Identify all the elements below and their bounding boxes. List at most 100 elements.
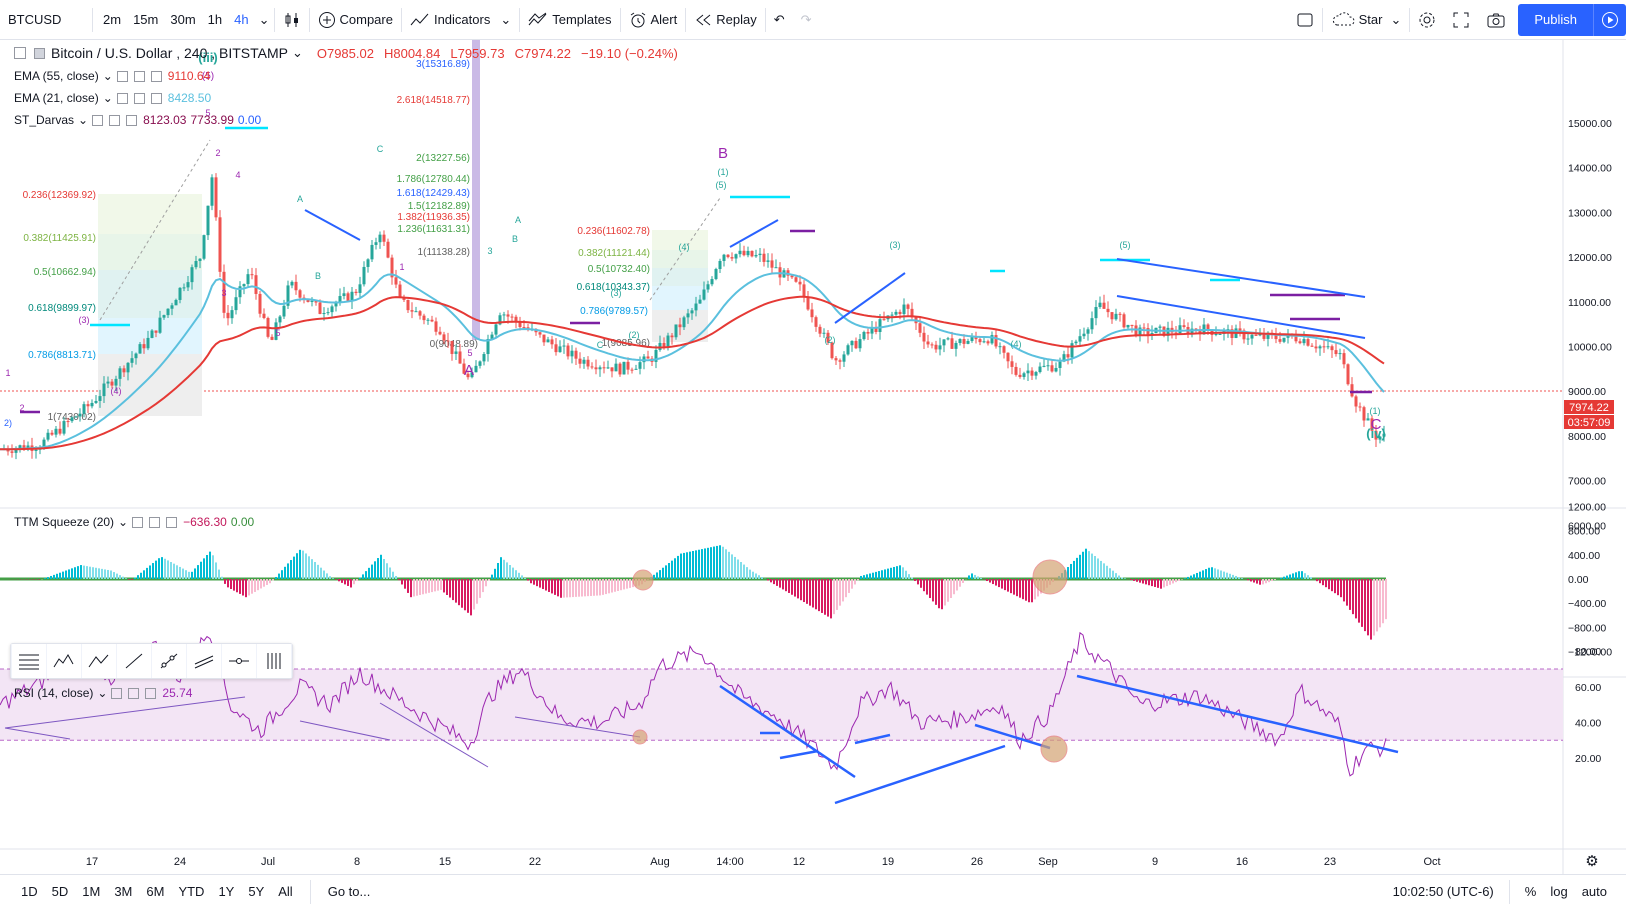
collapse-icon[interactable]: [14, 47, 26, 59]
interval-2m[interactable]: 2m: [103, 12, 122, 27]
chevron-down-icon[interactable]: ⌄: [118, 515, 129, 529]
range-1d[interactable]: 1D: [21, 884, 38, 899]
close-icon[interactable]: [150, 92, 162, 104]
ttm-bar: [860, 575, 862, 579]
vertical-lines-tool[interactable]: [257, 644, 292, 678]
horizontal-line-tool[interactable]: [222, 644, 257, 678]
chevron-down-icon[interactable]: ⌄: [291, 45, 303, 60]
range-5d[interactable]: 5D: [51, 884, 69, 899]
ttm-legend[interactable]: TTM Squeeze (20) ⌄ −636.30 0.00: [14, 515, 254, 529]
ema55-legend[interactable]: EMA (55, close) ⌄ 9110.64: [14, 69, 210, 83]
clock[interactable]: 10:02:50 (UTC-6): [1392, 884, 1494, 899]
ttm-bar: [863, 575, 865, 579]
range-1y[interactable]: 1Y: [218, 884, 235, 899]
visibility-icon[interactable]: [132, 516, 144, 528]
ttm-bar: [251, 579, 253, 594]
chevron-down-icon[interactable]: ⌄: [78, 113, 89, 127]
play-button[interactable]: [1593, 3, 1626, 36]
divider: [519, 7, 521, 32]
visibility-icon[interactable]: [92, 114, 104, 126]
elliott-impulse-tool[interactable]: [47, 644, 82, 678]
darvas-legend[interactable]: ST_Darvas ⌄ 8123.03 7733.99 0.00: [14, 113, 261, 127]
settings-icon[interactable]: [133, 70, 145, 82]
layout-button[interactable]: [1288, 0, 1322, 40]
ttm-bar: [902, 567, 904, 579]
ttm-bar: [161, 557, 163, 579]
settings-icon[interactable]: [109, 114, 121, 126]
interval-15m[interactable]: 15m: [133, 12, 159, 27]
chevron-down-icon[interactable]: ⌄: [258, 11, 270, 27]
save-layout-button[interactable]: Star ⌄: [1323, 0, 1410, 40]
ttm-bar: [287, 563, 289, 579]
auto-toggle[interactable]: auto: [1581, 884, 1607, 899]
alert-button[interactable]: Alert: [621, 0, 686, 40]
ttm-bar: [662, 567, 664, 579]
ttm-bar: [944, 579, 946, 606]
ttm-bar: [1295, 572, 1297, 579]
chevron-down-icon[interactable]: ⌄: [97, 686, 108, 700]
rsi-legend[interactable]: RSI (14, close) ⌄ 25.74: [14, 686, 192, 700]
interval-1h[interactable]: 1h: [207, 12, 223, 27]
visibility-icon[interactable]: [116, 92, 128, 104]
goto-button[interactable]: Go to...: [327, 884, 371, 899]
ttm-bar: [779, 579, 781, 588]
log-toggle[interactable]: log: [1550, 884, 1568, 899]
range-ytd[interactable]: YTD: [178, 884, 205, 899]
ttm-bar: [416, 579, 418, 596]
candle-body: [238, 286, 242, 298]
chevron-down-icon[interactable]: ⌄: [102, 69, 113, 83]
wave-label: 4: [235, 170, 240, 180]
snapshot-button[interactable]: [1478, 0, 1514, 40]
gear-icon[interactable]: ⚙: [1585, 852, 1598, 870]
interval-4h[interactable]: 4h: [234, 12, 249, 27]
candle-body: [1246, 338, 1250, 340]
settings-icon[interactable]: [133, 92, 145, 104]
range-all[interactable]: All: [278, 884, 293, 899]
ttm-bar: [821, 579, 823, 613]
publish-button[interactable]: Publish: [1518, 3, 1593, 36]
ttm-bar: [77, 566, 79, 579]
interval-30m[interactable]: 30m: [170, 12, 196, 27]
chart-style-button[interactable]: [275, 0, 309, 40]
compare-button[interactable]: Compare: [310, 0, 401, 40]
replay-button[interactable]: Replay: [686, 0, 764, 40]
close-icon[interactable]: [126, 114, 138, 126]
chevron-down-icon[interactable]: ⌄: [102, 91, 113, 105]
range-3m[interactable]: 3M: [114, 884, 133, 899]
range-6m[interactable]: 6M: [146, 884, 165, 899]
channel-tool[interactable]: [187, 644, 222, 678]
settings-icon[interactable]: [149, 516, 161, 528]
ttm-bar: [794, 579, 796, 597]
candle-body: [686, 313, 690, 318]
fullscreen-button[interactable]: [1444, 0, 1478, 40]
countdown-tag: [1564, 415, 1614, 429]
settings-button[interactable]: [1410, 0, 1444, 40]
trend-line-tool[interactable]: [117, 644, 152, 678]
percent-toggle[interactable]: %: [1524, 884, 1537, 899]
templates-button[interactable]: Templates: [520, 0, 619, 40]
chart-canvas[interactable]: 0.236(12369.92) 0.382(11425.91) 0.5(10662.…: [0, 40, 1626, 874]
ttm-tick-label: −1200.00: [1568, 647, 1612, 659]
fib-retracement-tool[interactable]: [11, 644, 47, 678]
close-icon[interactable]: [145, 687, 157, 699]
ray-tool[interactable]: [152, 644, 187, 678]
settings-icon[interactable]: [128, 687, 140, 699]
ttm-bar: [1280, 577, 1282, 579]
candle-body: [862, 331, 866, 340]
ttm-bar: [716, 545, 718, 579]
range-1m[interactable]: 1M: [82, 884, 101, 899]
range-5y[interactable]: 5Y: [248, 884, 265, 899]
close-icon[interactable]: [166, 516, 178, 528]
elliott-correction-tool[interactable]: [82, 644, 117, 678]
candle-body: [558, 346, 562, 353]
ema21-legend[interactable]: EMA (21, close) ⌄ 8428.50: [14, 91, 211, 105]
indicators-button[interactable]: Indicators ⌄: [402, 0, 519, 40]
visibility-icon[interactable]: [116, 70, 128, 82]
candle-body: [1350, 384, 1354, 397]
redo-button[interactable]: ↷: [793, 0, 820, 40]
visibility-icon[interactable]: [111, 687, 123, 699]
undo-button[interactable]: ↶: [766, 0, 793, 40]
close-icon[interactable]: [150, 70, 162, 82]
symbol-search[interactable]: BTCUSD: [0, 0, 92, 40]
ttm-bar: [515, 570, 517, 579]
